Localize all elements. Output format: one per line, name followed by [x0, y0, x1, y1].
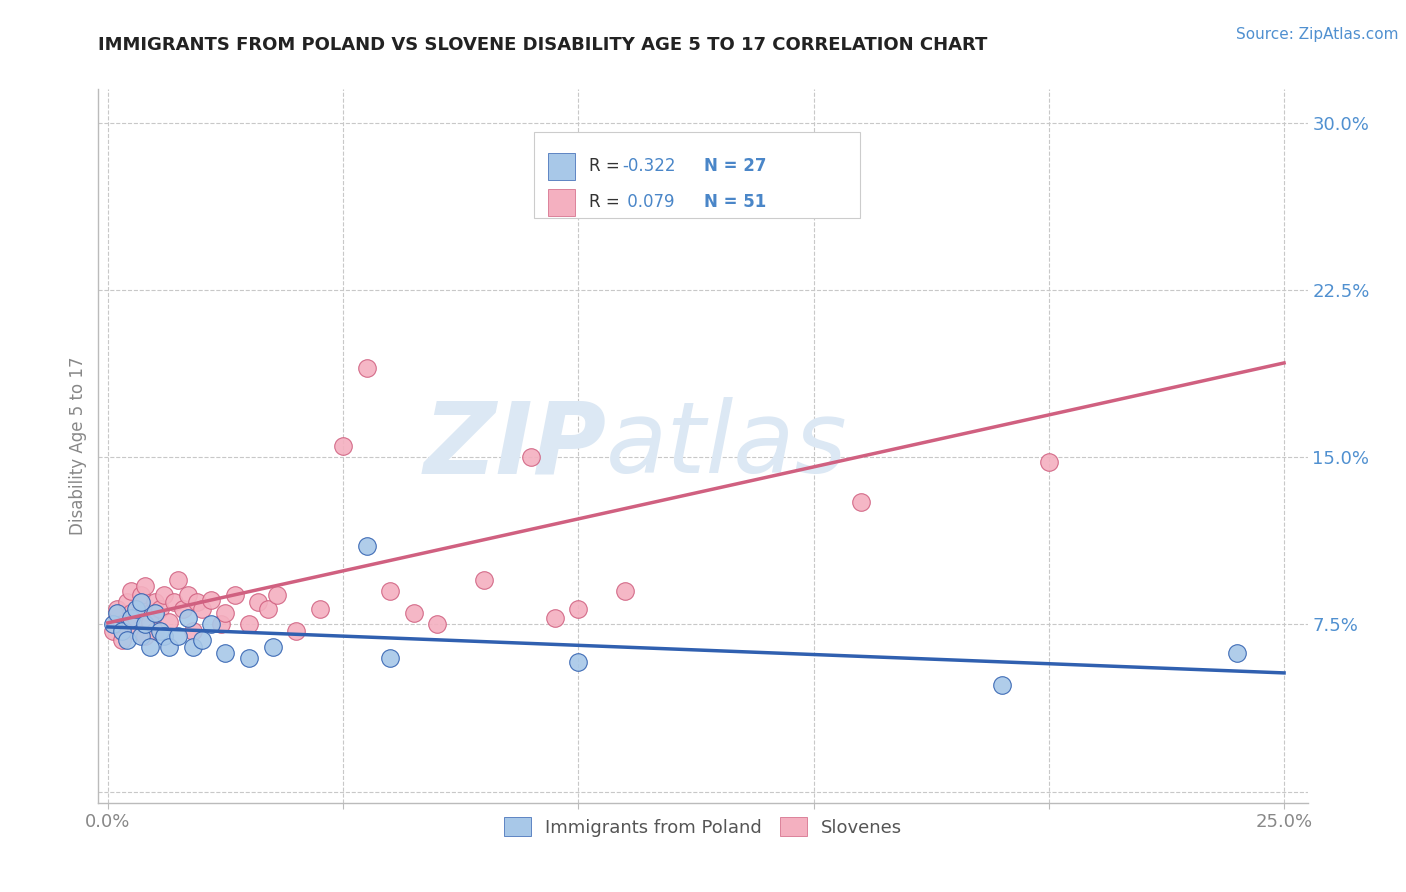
Point [105, 607, 128, 621]
Text: 0.079: 0.079 [621, 194, 675, 211]
Text: R =: R = [589, 157, 626, 175]
Point [214, 607, 236, 621]
Point [120, 607, 142, 621]
Point [356, 360, 378, 375]
Point [308, 601, 330, 615]
Point [849, 494, 872, 508]
Point [149, 624, 172, 639]
Point [1226, 646, 1249, 660]
Point [285, 624, 308, 639]
Point [101, 617, 124, 632]
Point [125, 601, 148, 615]
Point [177, 589, 200, 603]
Point [143, 607, 166, 621]
Point [177, 610, 200, 624]
Point [111, 624, 134, 639]
Point [378, 583, 401, 598]
Text: N = 27: N = 27 [704, 157, 766, 175]
Point [101, 624, 124, 639]
Point [115, 633, 138, 648]
Point [567, 601, 589, 615]
Point [167, 628, 190, 642]
Text: N = 51: N = 51 [704, 194, 766, 211]
Point [567, 655, 589, 669]
Point [163, 595, 186, 609]
Point [332, 439, 354, 453]
Point [125, 624, 148, 639]
Point [111, 633, 134, 648]
Point [238, 651, 260, 665]
Point [129, 601, 152, 615]
Point [129, 589, 152, 603]
Point [209, 617, 232, 632]
Point [111, 617, 134, 632]
Text: atlas: atlas [606, 398, 848, 494]
Point [200, 617, 222, 632]
Point [262, 640, 284, 654]
Point [105, 601, 128, 615]
Point [191, 601, 214, 615]
Text: ZIP: ZIP [423, 398, 606, 494]
Point [143, 624, 166, 639]
Point [181, 640, 204, 654]
Point [120, 583, 142, 598]
Point [167, 573, 190, 587]
Point [990, 678, 1012, 692]
Text: Source: ZipAtlas.com: Source: ZipAtlas.com [1236, 27, 1399, 42]
Point [685, 160, 707, 174]
Point [134, 617, 156, 632]
Legend: Immigrants from Poland, Slovenes: Immigrants from Poland, Slovenes [496, 810, 910, 844]
Point [544, 610, 567, 624]
Point [153, 628, 176, 642]
Point [472, 573, 495, 587]
Point [614, 583, 637, 598]
Point [139, 607, 162, 621]
Point [105, 610, 128, 624]
Point [1038, 454, 1060, 469]
Point [149, 601, 172, 615]
Point [125, 610, 148, 624]
Point [157, 615, 180, 630]
Point [129, 628, 152, 642]
Point [157, 640, 180, 654]
Point [520, 450, 543, 464]
Point [402, 607, 425, 621]
Text: R =: R = [589, 194, 626, 211]
Point [256, 601, 278, 615]
Point [120, 610, 142, 624]
Point [191, 633, 214, 648]
FancyBboxPatch shape [534, 132, 860, 218]
Text: IMMIGRANTS FROM POLAND VS SLOVENE DISABILITY AGE 5 TO 17 CORRELATION CHART: IMMIGRANTS FROM POLAND VS SLOVENE DISABI… [98, 36, 988, 54]
Point [186, 595, 208, 609]
Point [266, 589, 288, 603]
Point [214, 646, 236, 660]
FancyBboxPatch shape [548, 189, 575, 216]
Point [181, 624, 204, 639]
FancyBboxPatch shape [548, 153, 575, 180]
Point [356, 539, 378, 553]
Point [247, 595, 270, 609]
Point [143, 595, 166, 609]
Point [224, 589, 246, 603]
Point [238, 617, 260, 632]
Point [200, 592, 222, 607]
Point [172, 601, 194, 615]
Point [134, 580, 156, 594]
Point [129, 595, 152, 609]
Point [139, 640, 162, 654]
Point [153, 589, 176, 603]
Text: -0.322: -0.322 [621, 157, 675, 175]
Y-axis label: Disability Age 5 to 17: Disability Age 5 to 17 [69, 357, 87, 535]
Point [134, 628, 156, 642]
Point [378, 651, 401, 665]
Point [139, 615, 162, 630]
Point [115, 595, 138, 609]
Point [426, 617, 449, 632]
